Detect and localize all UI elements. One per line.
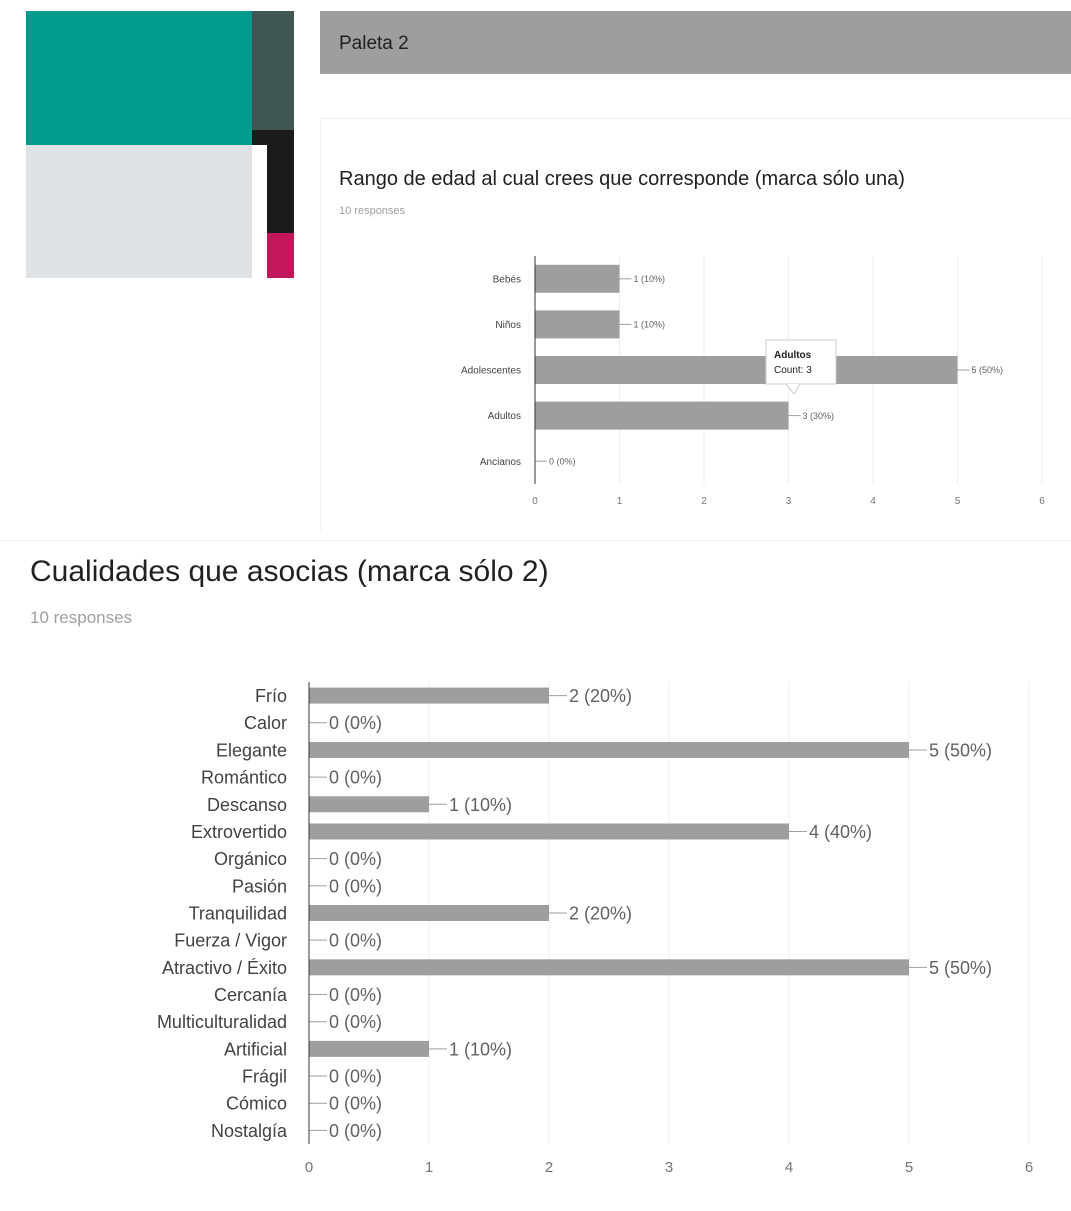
section-title: Paleta 2: [339, 33, 409, 54]
data-label: 3 (30%): [803, 411, 835, 421]
category-label: Bebés: [493, 274, 521, 285]
data-label: 1 (10%): [449, 1039, 512, 1059]
bar: [309, 959, 909, 976]
category-label: Ancianos: [480, 457, 521, 468]
data-label: 0 (0%): [329, 713, 382, 733]
swatch-light-gray: [26, 145, 267, 278]
data-label: 5 (50%): [972, 365, 1004, 375]
data-label: 1 (10%): [634, 320, 666, 330]
category-label: Artificial: [224, 1039, 287, 1059]
x-tick-label: 3: [665, 1159, 673, 1176]
swatch-dark-slate: [252, 11, 294, 130]
category-label: Tranquilidad: [189, 903, 287, 923]
response-count: 10 responses: [30, 608, 133, 627]
category-label: Descanso: [207, 795, 287, 815]
bar: [535, 401, 789, 430]
bar: [535, 310, 620, 339]
category-label: Frío: [255, 686, 287, 706]
data-label: 0 (0%): [329, 985, 382, 1005]
data-label: 0 (0%): [329, 931, 382, 951]
data-label: 0 (0%): [329, 1067, 382, 1087]
x-tick-label: 0: [532, 496, 538, 507]
data-label: 4 (40%): [809, 822, 872, 842]
bar: [535, 264, 620, 293]
category-label: Pasión: [232, 876, 287, 896]
x-tick-label: 6: [1025, 1159, 1033, 1176]
data-label: 0 (0%): [329, 849, 382, 869]
data-label: 5 (50%): [929, 958, 992, 978]
x-tick-label: 5: [955, 496, 961, 507]
x-tick-label: 0: [305, 1159, 313, 1176]
data-label: 5 (50%): [929, 740, 992, 760]
x-tick-label: 3: [786, 496, 792, 507]
data-label: 1 (10%): [449, 795, 512, 815]
data-label: 2 (20%): [569, 686, 632, 706]
bar: [309, 741, 909, 758]
bar: [309, 687, 549, 704]
data-label: 0 (0%): [329, 768, 382, 788]
bar: [309, 823, 789, 840]
tooltip: Adultos Count: 3: [765, 339, 837, 395]
bar: [309, 905, 549, 921]
data-label: 0 (0%): [329, 1012, 382, 1032]
category-label: Calor: [244, 713, 287, 733]
category-label: Romántico: [201, 768, 287, 788]
qualities-chart: 0 1 2 3 4 5 6 Frío 2 (20%) Calor 0 (0%) Elegante 5 (…: [157, 682, 1033, 1176]
tooltip-title: Adultos: [774, 350, 812, 361]
x-tick-label: 4: [870, 496, 876, 507]
question-title: Cualidades que asocias (marca sólo 2): [30, 555, 549, 588]
section-header: Paleta 2: [320, 11, 1071, 74]
tooltip-box: [765, 339, 837, 385]
x-tick-label: 4: [785, 1159, 793, 1176]
category-label: Fuerza / Vigor: [174, 931, 287, 951]
bar: [309, 1040, 429, 1057]
category-label: Nostalgía: [211, 1121, 288, 1141]
category-label: Cómico: [226, 1094, 287, 1114]
data-label: 1 (10%): [634, 274, 666, 284]
category-label: Frágil: [242, 1067, 287, 1087]
category-label: Extrovertido: [191, 822, 287, 842]
question-title: Rango de edad al cual crees que correspo…: [339, 168, 905, 190]
category-label: Multiculturalidad: [157, 1012, 287, 1032]
data-label: 0 (0%): [329, 1094, 382, 1114]
data-label: 2 (20%): [569, 903, 632, 923]
category-label: Adultos: [488, 411, 521, 422]
data-label: 0 (0%): [329, 1121, 382, 1141]
category-label: Cercanía: [214, 985, 288, 1005]
bar: [309, 796, 429, 813]
x-tick-label: 5: [905, 1159, 913, 1176]
color-palette: [0, 0, 300, 290]
category-label: Orgánico: [214, 849, 287, 869]
category-label: Niños: [495, 320, 521, 331]
category-label: Atractivo / Éxito: [162, 958, 287, 978]
question-card: [320, 118, 1071, 531]
tooltip-pointer: [785, 383, 801, 395]
x-tick-label: 1: [425, 1159, 433, 1176]
section-divider: [0, 540, 1071, 541]
category-label: Elegante: [216, 740, 287, 760]
swatch-teal: [26, 11, 252, 145]
bar: [535, 356, 958, 384]
x-tick-label: 2: [545, 1159, 553, 1176]
response-count: 10 responses: [339, 205, 406, 217]
age-range-chart: 0 1 2 3 4 5 6 Bebés 1 (10%) Niños 1 (10%) Adolescen…: [461, 256, 1045, 507]
swatch-crimson: [267, 233, 294, 278]
data-label: 0 (0%): [549, 456, 576, 466]
x-tick-label: 6: [1039, 496, 1045, 507]
category-label: Adolescentes: [461, 366, 521, 377]
data-label: 0 (0%): [329, 876, 382, 896]
x-tick-label: 2: [701, 496, 707, 507]
swatch-white-strip: [252, 145, 267, 278]
tooltip-text: Count: 3: [774, 365, 812, 376]
x-tick-label: 1: [617, 496, 623, 507]
